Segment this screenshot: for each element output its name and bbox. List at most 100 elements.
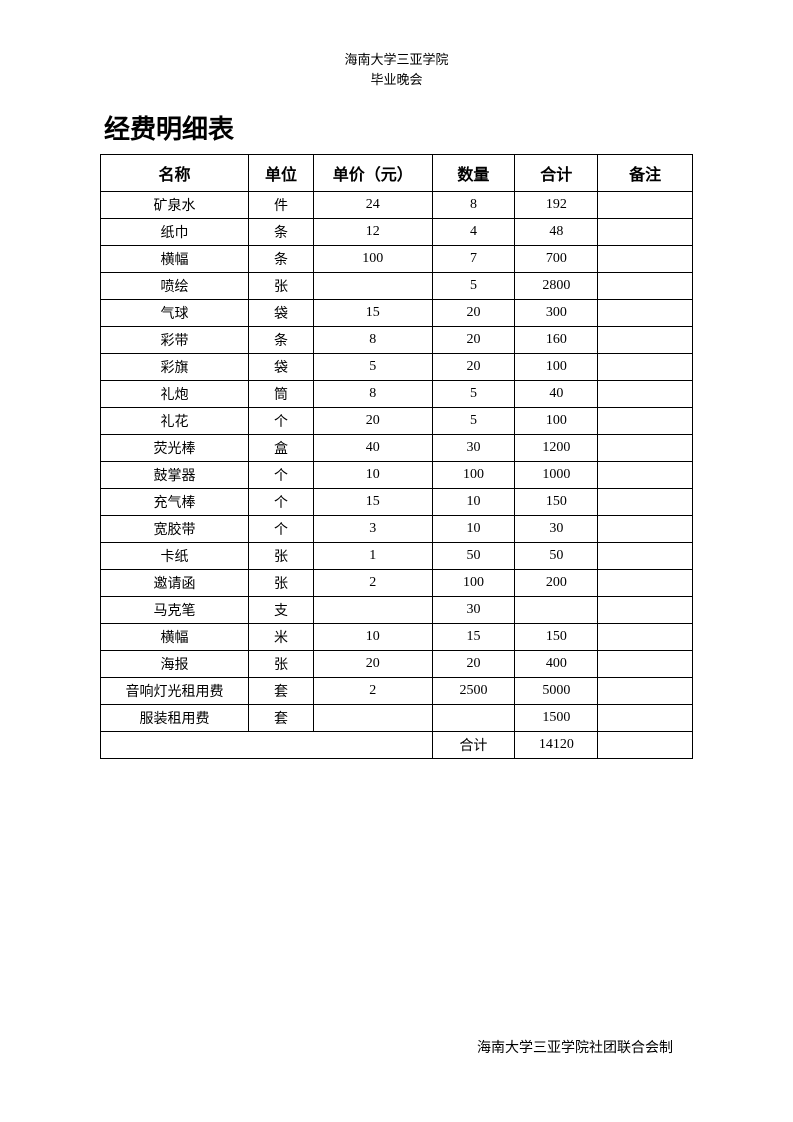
table-cell: 袋	[249, 354, 314, 381]
document-header: 海南大学三亚学院 毕业晚会	[100, 50, 693, 89]
table-cell: 15	[314, 300, 432, 327]
table-cell: 海报	[101, 651, 249, 678]
table-cell: 100	[515, 408, 598, 435]
table-cell: 3	[314, 516, 432, 543]
table-row: 荧光棒盒40301200	[101, 435, 693, 462]
table-cell: 横幅	[101, 624, 249, 651]
table-cell: 张	[249, 273, 314, 300]
table-cell: 50	[515, 543, 598, 570]
table-cell: 音响灯光租用费	[101, 678, 249, 705]
table-cell: 套	[249, 705, 314, 732]
table-cell: 盒	[249, 435, 314, 462]
table-cell	[598, 273, 693, 300]
table-cell: 5000	[515, 678, 598, 705]
table-cell	[598, 516, 693, 543]
table-cell: 筒	[249, 381, 314, 408]
table-cell: 服装租用费	[101, 705, 249, 732]
table-row: 矿泉水件248192	[101, 192, 693, 219]
table-cell	[598, 462, 693, 489]
table-cell: 400	[515, 651, 598, 678]
header-line2: 毕业晚会	[100, 70, 693, 90]
table-cell: 条	[249, 219, 314, 246]
table-cell: 袋	[249, 300, 314, 327]
table-cell: 4	[432, 219, 515, 246]
table-cell: 米	[249, 624, 314, 651]
expense-table: 名称 单位 单价（元） 数量 合计 备注 矿泉水件248192纸巾条12448横…	[100, 154, 693, 759]
table-row: 鼓掌器个101001000	[101, 462, 693, 489]
table-cell: 15	[432, 624, 515, 651]
table-cell: 10	[432, 489, 515, 516]
table-cell: 10	[432, 516, 515, 543]
table-row: 邀请函张2100200	[101, 570, 693, 597]
table-cell: 192	[515, 192, 598, 219]
table-cell: 30	[432, 435, 515, 462]
table-cell: 卡纸	[101, 543, 249, 570]
table-cell: 鼓掌器	[101, 462, 249, 489]
table-cell: 30	[432, 597, 515, 624]
table-cell	[598, 651, 693, 678]
table-cell: 礼炮	[101, 381, 249, 408]
table-cell: 8	[314, 327, 432, 354]
table-cell: 邀请函	[101, 570, 249, 597]
table-row: 横幅米1015150	[101, 624, 693, 651]
total-note-cell	[598, 732, 693, 759]
table-cell	[598, 327, 693, 354]
col-header-note: 备注	[598, 155, 693, 192]
col-header-qty: 数量	[432, 155, 515, 192]
table-cell: 马克笔	[101, 597, 249, 624]
table-cell: 支	[249, 597, 314, 624]
table-cell: 条	[249, 246, 314, 273]
table-cell	[515, 597, 598, 624]
table-cell: 8	[432, 192, 515, 219]
table-cell: 彩旗	[101, 354, 249, 381]
table-cell: 5	[432, 381, 515, 408]
table-cell: 100	[432, 570, 515, 597]
table-cell	[598, 192, 693, 219]
table-row: 彩带条820160	[101, 327, 693, 354]
table-cell: 1000	[515, 462, 598, 489]
document-footer: 海南大学三亚学院社团联合会制	[477, 1037, 673, 1057]
table-row: 横幅条1007700	[101, 246, 693, 273]
table-cell: 7	[432, 246, 515, 273]
table-cell: 5	[432, 408, 515, 435]
table-cell: 横幅	[101, 246, 249, 273]
table-cell: 张	[249, 651, 314, 678]
table-cell	[598, 543, 693, 570]
page-title: 经费明细表	[100, 109, 693, 146]
table-cell: 20	[432, 354, 515, 381]
col-header-price: 单价（元）	[314, 155, 432, 192]
table-cell	[598, 246, 693, 273]
table-cell	[598, 300, 693, 327]
table-cell: 160	[515, 327, 598, 354]
table-row: 服装租用费套1500	[101, 705, 693, 732]
table-row: 宽胶带个31030	[101, 516, 693, 543]
table-cell	[598, 408, 693, 435]
table-row: 卡纸张15050	[101, 543, 693, 570]
table-body: 矿泉水件248192纸巾条12448横幅条1007700喷绘张52800气球袋1…	[101, 192, 693, 759]
table-cell: 1	[314, 543, 432, 570]
table-cell: 20	[314, 408, 432, 435]
table-cell	[598, 435, 693, 462]
table-cell: 纸巾	[101, 219, 249, 246]
table-cell	[314, 597, 432, 624]
table-cell: 100	[432, 462, 515, 489]
header-line1: 海南大学三亚学院	[100, 50, 693, 70]
table-row: 海报张2020400	[101, 651, 693, 678]
table-row: 喷绘张52800	[101, 273, 693, 300]
table-row: 纸巾条12448	[101, 219, 693, 246]
table-cell: 条	[249, 327, 314, 354]
table-cell: 700	[515, 246, 598, 273]
table-cell: 100	[515, 354, 598, 381]
table-cell: 个	[249, 408, 314, 435]
table-cell: 8	[314, 381, 432, 408]
table-cell	[598, 597, 693, 624]
table-cell: 20	[432, 300, 515, 327]
table-cell: 20	[314, 651, 432, 678]
table-cell	[598, 219, 693, 246]
table-row: 马克笔支 30	[101, 597, 693, 624]
table-cell	[598, 624, 693, 651]
table-cell	[314, 705, 432, 732]
table-cell: 套	[249, 678, 314, 705]
table-cell: 5	[432, 273, 515, 300]
total-label-cell: 合计	[432, 732, 515, 759]
